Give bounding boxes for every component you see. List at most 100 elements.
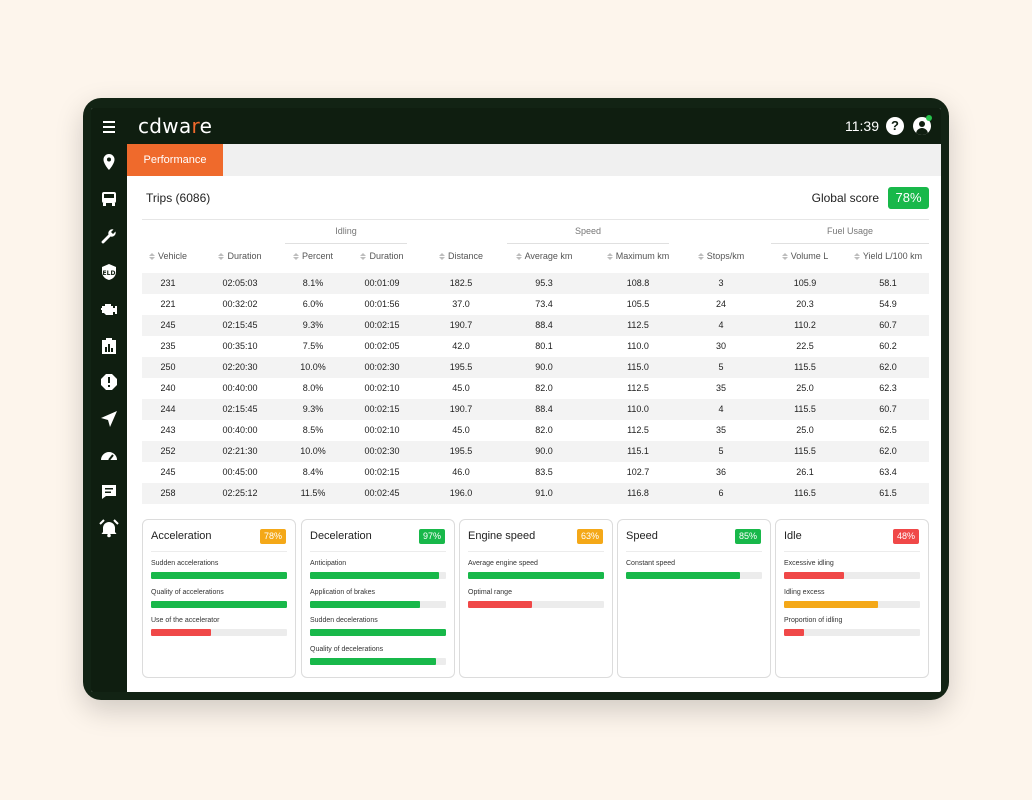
wrench-icon[interactable] bbox=[99, 226, 119, 246]
table-row[interactable]: 252 02:21:30 10.0% 00:02:30 195.5 90.0 115.1 5 1… bbox=[142, 441, 929, 462]
cell-idling-percent: 6.0% bbox=[302, 299, 324, 309]
table-row[interactable]: 240 00:40:00 8.0% 00:02:10 45.0 82.0 112.5 35 25… bbox=[142, 378, 929, 399]
cell-vehicle: 231 bbox=[160, 278, 176, 288]
metric-label: Anticipation bbox=[310, 560, 347, 567]
metric-bar-fill bbox=[310, 600, 421, 608]
column-header-label: Yield L/100 km bbox=[862, 251, 923, 261]
cell-idling-percent: 10.0% bbox=[300, 446, 326, 456]
map-pin-icon[interactable] bbox=[99, 152, 119, 172]
message-icon[interactable] bbox=[99, 482, 119, 502]
column-header-yield-l-100km[interactable]: Yield L/100 km bbox=[846, 251, 930, 261]
cell-stops-per-km: 36 bbox=[715, 467, 726, 477]
cell-volume-l: 115.5 bbox=[794, 446, 816, 456]
metric-label: Excessive idling bbox=[784, 560, 834, 567]
sort-icon bbox=[438, 253, 445, 261]
metric-bar-track bbox=[468, 600, 604, 608]
column-header-maximum-km[interactable]: Maximum km bbox=[598, 251, 678, 261]
navigation-icon[interactable] bbox=[99, 409, 119, 429]
eld-shield-icon[interactable]: ELD bbox=[99, 262, 119, 282]
column-header-idling-percent[interactable]: Percent bbox=[283, 251, 343, 261]
column-header-distance[interactable]: Distance bbox=[431, 251, 491, 261]
metric-bar-track bbox=[310, 600, 446, 608]
table-row[interactable]: 244 02:15:45 9.3% 00:02:15 190.7 88.4 110.0 4 11… bbox=[142, 399, 929, 420]
cell-volume-l: 22.5 bbox=[796, 341, 814, 351]
column-header-vehicle[interactable]: Vehicle bbox=[138, 251, 198, 261]
idling-group-divider bbox=[285, 243, 407, 244]
group-label-speed: Speed bbox=[574, 226, 602, 236]
cell-volume-l: 105.9 bbox=[793, 278, 817, 288]
cell-maximum-km: 102.7 bbox=[626, 467, 650, 477]
table-row[interactable]: 250 02:20:30 10.0% 00:02:30 195.5 90.0 115.0 5 1… bbox=[142, 357, 929, 378]
hamburger-menu-icon[interactable] bbox=[100, 118, 118, 134]
cell-yield-l-100km: 60.7 bbox=[879, 404, 897, 414]
cell-yield-l-100km: 63.4 bbox=[879, 467, 897, 477]
cell-idling-duration: 00:02:15 bbox=[364, 404, 400, 414]
engine-icon[interactable] bbox=[99, 299, 119, 319]
cell-vehicle: 243 bbox=[160, 425, 176, 435]
card-divider bbox=[468, 551, 604, 552]
cell-duration: 02:20:30 bbox=[222, 362, 258, 372]
cell-vehicle: 252 bbox=[160, 446, 176, 456]
cell-maximum-km: 112.5 bbox=[627, 383, 649, 393]
metric-bar-track bbox=[626, 572, 762, 579]
alert-icon[interactable] bbox=[99, 372, 119, 392]
sort-icon bbox=[606, 253, 613, 261]
column-header-label: Duration bbox=[227, 251, 262, 261]
logo-text-prefix: cdwa bbox=[138, 114, 192, 138]
table-row[interactable]: 243 00:40:00 8.5% 00:02:10 45.0 82.0 112.5 35 25… bbox=[142, 420, 929, 441]
sort-icon bbox=[360, 253, 367, 261]
alarm-icon[interactable] bbox=[99, 518, 119, 538]
report-icon[interactable] bbox=[99, 336, 119, 356]
cell-duration: 00:32:02 bbox=[222, 299, 258, 309]
cell-idling-duration: 00:02:45 bbox=[364, 488, 400, 498]
table-top-divider bbox=[142, 219, 929, 220]
column-header-idling-duration[interactable]: Duration bbox=[347, 251, 417, 261]
column-header-duration[interactable]: Duration bbox=[200, 251, 280, 261]
metric-bar-track bbox=[310, 657, 446, 665]
tab-performance[interactable]: Performance bbox=[127, 144, 223, 176]
cell-average-km: 82.0 bbox=[535, 425, 553, 435]
card-score-badge: 48% bbox=[893, 529, 919, 544]
metric-bar-fill bbox=[151, 600, 287, 608]
cell-yield-l-100km: 62.5 bbox=[879, 425, 897, 435]
column-header-volume-l[interactable]: Volume L bbox=[770, 251, 840, 261]
table-row[interactable]: 245 02:15:45 9.3% 00:02:15 190.7 88.4 112.5 4 11… bbox=[142, 315, 929, 336]
cell-average-km: 88.4 bbox=[535, 320, 553, 330]
card-score-badge: 97% bbox=[419, 529, 445, 544]
cell-stops-per-km: 5 bbox=[718, 446, 724, 456]
speedometer-icon[interactable] bbox=[99, 445, 119, 465]
column-header-average-km[interactable]: Average km bbox=[509, 251, 579, 261]
table-row[interactable]: 258 02:25:12 11.5% 00:02:45 196.0 91.0 116.8 6 1… bbox=[142, 483, 929, 504]
score-card-idle: Idle 48% Excessive idling Idling excess Prop… bbox=[775, 519, 929, 678]
cell-stops-per-km: 4 bbox=[718, 320, 724, 330]
cell-yield-l-100km: 58.1 bbox=[879, 278, 897, 288]
column-header-stops-per-km[interactable]: Stops/km bbox=[691, 251, 751, 261]
cell-idling-duration: 00:01:09 bbox=[364, 278, 400, 288]
cell-volume-l: 115.5 bbox=[794, 362, 816, 372]
table-row[interactable]: 235 00:35:10 7.5% 00:02:05 42.0 80.1 110.0 30 22… bbox=[142, 336, 929, 357]
cell-volume-l: 25.0 bbox=[796, 425, 814, 435]
user-avatar-icon[interactable] bbox=[913, 117, 931, 135]
cell-maximum-km: 108.8 bbox=[626, 278, 650, 288]
truck-icon[interactable] bbox=[99, 189, 119, 209]
table-row[interactable]: 245 00:45:00 8.4% 00:02:15 46.0 83.5 102.7 36 26… bbox=[142, 462, 929, 483]
cell-maximum-km: 112.5 bbox=[627, 425, 649, 435]
cell-idling-duration: 00:02:10 bbox=[364, 383, 400, 393]
cell-maximum-km: 110.0 bbox=[627, 404, 649, 414]
table-row[interactable]: 221 00:32:02 6.0% 00:01:56 37.0 73.4 105.5 24 20… bbox=[142, 294, 929, 315]
card-title: Acceleration bbox=[151, 530, 212, 542]
help-icon[interactable]: ? bbox=[886, 117, 904, 135]
cell-idling-duration: 00:02:30 bbox=[364, 446, 400, 456]
cell-idling-duration: 00:02:15 bbox=[364, 320, 400, 330]
column-header-label: Vehicle bbox=[157, 251, 188, 261]
cell-yield-l-100km: 62.3 bbox=[879, 383, 897, 393]
logo-text-suffix: e bbox=[199, 114, 213, 138]
card-title: Idle bbox=[784, 530, 802, 542]
group-label-fuel-usage: Fuel Usage bbox=[826, 226, 874, 236]
metric-bar-track bbox=[151, 572, 287, 579]
card-divider bbox=[626, 551, 762, 552]
svg-text:ELD: ELD bbox=[103, 270, 116, 277]
table-row[interactable]: 231 02:05:03 8.1% 00:01:09 182.5 95.3 108.8 3 10… bbox=[142, 273, 929, 294]
sort-icon bbox=[781, 253, 788, 261]
cell-vehicle: 235 bbox=[160, 341, 176, 351]
